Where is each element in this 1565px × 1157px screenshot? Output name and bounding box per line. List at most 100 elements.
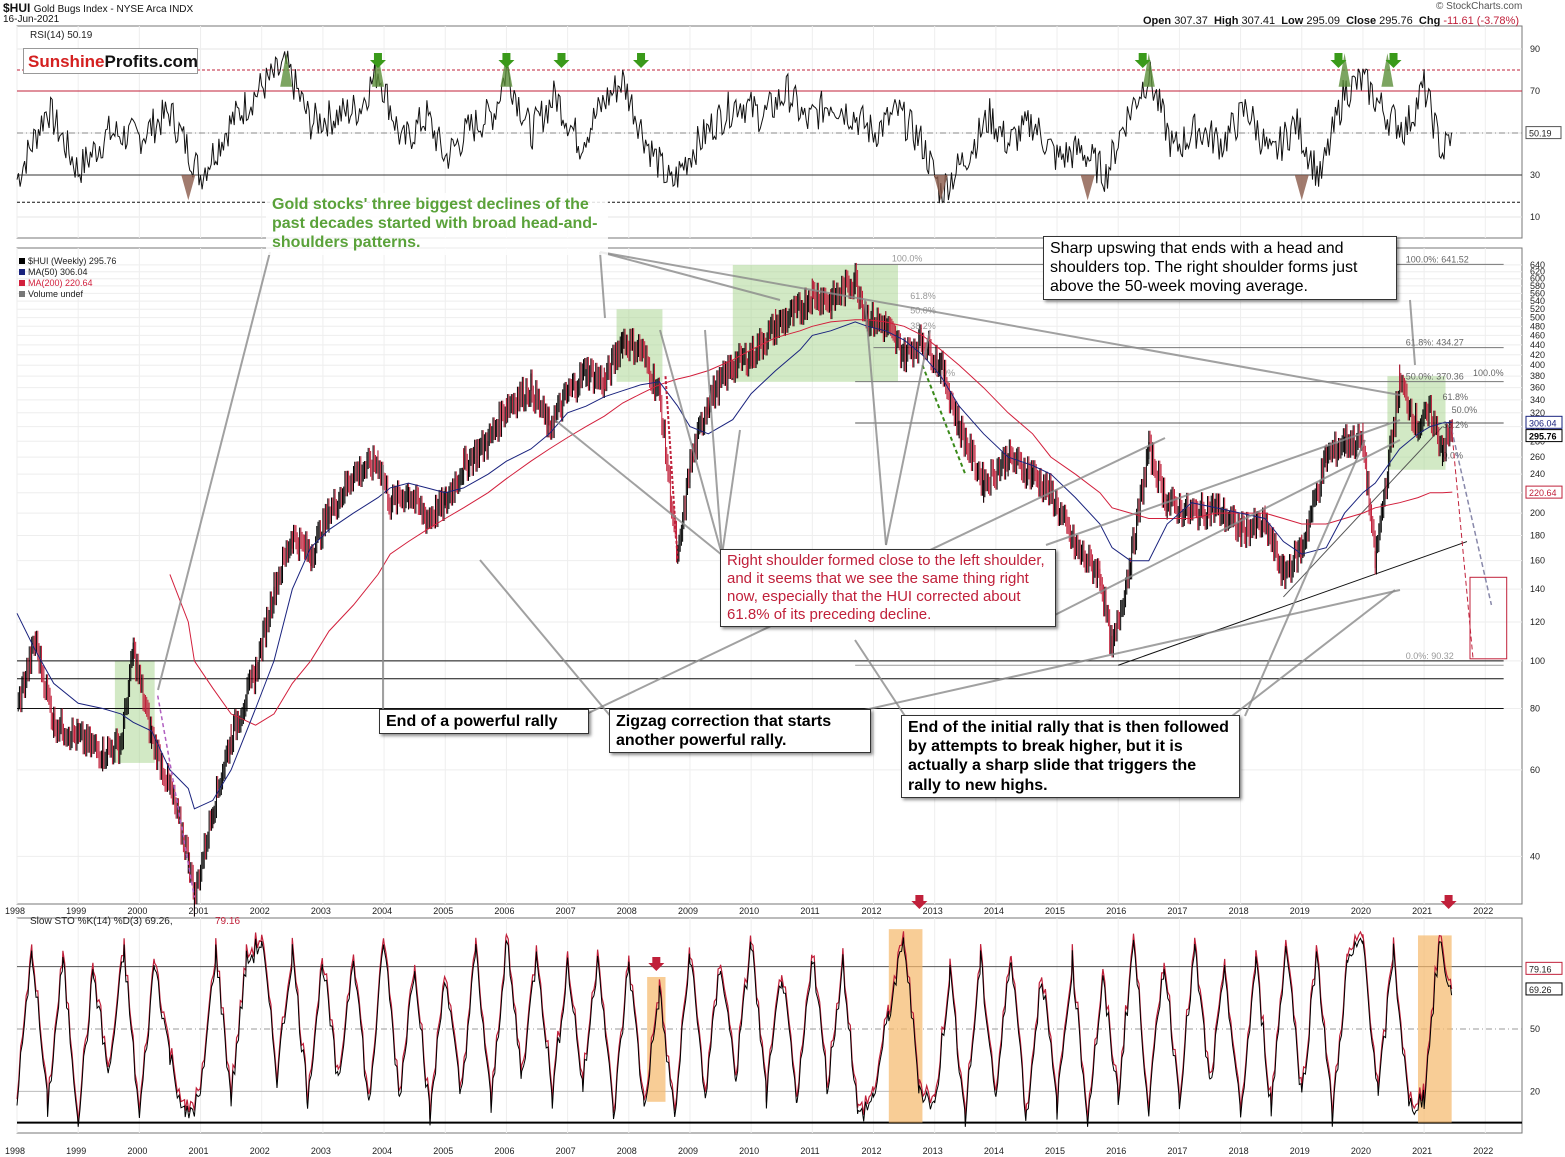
projection-line [1450,429,1493,606]
fib-label: 0.0% [1442,451,1463,461]
connector-line [599,251,606,319]
price-tick-label: 180 [1530,531,1545,541]
sto-tick-label: 50 [1530,1024,1540,1034]
x-tick-label: 2004 [372,1146,392,1156]
price-tick-label: 580 [1530,281,1545,291]
x-tick-label: 1998 [5,1146,25,1156]
connector-line [554,419,723,556]
x-tick-label: 2012 [862,1146,882,1156]
rsi-legend: RSI(14) 50.19 [30,30,93,41]
price-legend-entry: MA(200) 220.64 [28,278,93,288]
price-tick-label: 140 [1530,584,1545,594]
annotation-end-of-rally: End of a powerful rally [379,709,589,735]
legend-swatch [19,280,25,286]
ma200-line [169,319,1453,726]
price-tick-label: 160 [1530,556,1545,566]
annotation-right-shoulder: Right shoulder formed close to the left … [720,549,1056,627]
chg-label: Chg [1418,15,1441,27]
x-tick-label: 2007 [556,1146,576,1156]
rsi-overbought-fill [1381,53,1394,87]
rsi-overbought-fill [280,53,293,87]
price-tick-label: 500 [1530,313,1545,323]
x-tick-label: 2018 [1229,906,1249,916]
connector-line [1045,419,1401,546]
price-legend-entry: Volume undef [28,289,84,299]
rsi-overbought-fill [1142,53,1155,87]
price-tick-label: 80 [1530,704,1540,714]
price-tick-label: 60 [1530,765,1540,775]
x-tick-label: 2016 [1106,1146,1126,1156]
x-tick-label: 2014 [984,1146,1004,1156]
price-tick-label: 420 [1530,350,1545,360]
ohlc-readout: Open 307.37 High 307.41 Low 295.09 Close… [1143,15,1519,27]
green-down-arrow-icon [369,53,386,68]
x-tick-label: 2013 [923,1146,943,1156]
x-tick-label: 2008 [617,1146,637,1156]
fib-label: 100.0%: 641.52 [1406,254,1469,264]
x-tick-label: 2019 [1290,906,1310,916]
x-tick-label: 2022 [1473,906,1493,916]
green-down-arrow-icon [633,53,650,68]
x-tick-label: 2007 [556,906,576,916]
rsi-current-badge [1525,126,1562,140]
price-legend-entry: MA(50) 306.04 [28,267,88,277]
annotation-zigzag: Zigzag correction that starts another po… [609,709,871,754]
sto-highlight-zone [647,977,666,1102]
x-tick-label: 2006 [494,906,514,916]
sto-badge-label: 69.26 [1529,985,1552,995]
annotation-head-and-shoulders: Gold stocks' three biggest declines of t… [266,193,608,255]
x-tick-label: 2009 [678,1146,698,1156]
x-tick-label: 2001 [189,906,209,916]
ma50-line [16,321,1453,810]
connector-line [864,299,887,546]
high-value: 307.41 [1241,15,1276,27]
annotation-sharp-upswing: Sharp upswing that ends with a head and … [1043,236,1397,300]
connector-line [859,589,1401,712]
rsi-oversold-fill [181,175,196,201]
legend-swatch [19,269,25,275]
trend-line [1118,541,1468,666]
chart-title: $HUI Gold Bugs Index - NYSE Arca INDX [3,1,193,15]
fib-label: 61.8%: 434.27 [1406,338,1464,348]
x-tick-label: 2019 [1290,1146,1310,1156]
x-tick-label: 2022 [1473,1146,1493,1156]
x-tick-label: 2003 [311,906,331,916]
open-value: 307.37 [1174,15,1208,27]
x-tick-label: 2010 [739,906,759,916]
x-tick-label: 2001 [189,1146,209,1156]
x-tick-label: 2008 [617,906,637,916]
green-down-arrow-icon [553,53,570,68]
connector-line [659,329,723,556]
chart-date: 16-Jun-2021 [3,14,60,25]
sto-legend: Slow STO %K(14) %D(3) 69.26, [30,916,173,927]
price-tick-label: 460 [1530,330,1545,340]
price-badge [1525,415,1563,429]
red-down-arrow-icon [1440,895,1457,909]
x-tick-label: 2006 [494,1146,514,1156]
high-label: High [1213,15,1239,27]
rsi-oversold-fill [933,175,948,201]
connector-line [1044,439,1401,621]
x-tick-label: 2017 [1167,1146,1187,1156]
x-tick-label: 2021 [1412,906,1432,916]
x-tick-label: 2016 [1106,906,1126,916]
close-value: 295.76 [1379,15,1413,27]
x-tick-label: 2011 [800,906,819,916]
price-tick-label: 100 [1530,656,1545,666]
price-tick-label: 600 [1530,274,1545,284]
red-down-arrow-icon [648,957,665,971]
connector-line [479,559,613,719]
x-tick-label: 2000 [127,1146,147,1156]
rsi-line [16,50,1453,204]
open-label: Open [1143,15,1172,27]
rsi-tick-label: 10 [1530,212,1540,222]
fib-label: 100.0% [1473,368,1504,378]
rsi-tick-label: 30 [1530,170,1540,180]
x-tick-label: 2011 [800,1146,819,1156]
symbol-description: Gold Bugs Index - NYSE Arca INDX [33,4,194,15]
green-down-arrow-icon [1330,53,1347,68]
x-tick-label: 2003 [311,1146,331,1156]
rsi-overbought-fill [1338,53,1351,87]
sunshine-profits-logo: SunshineProfits.com [23,48,198,74]
